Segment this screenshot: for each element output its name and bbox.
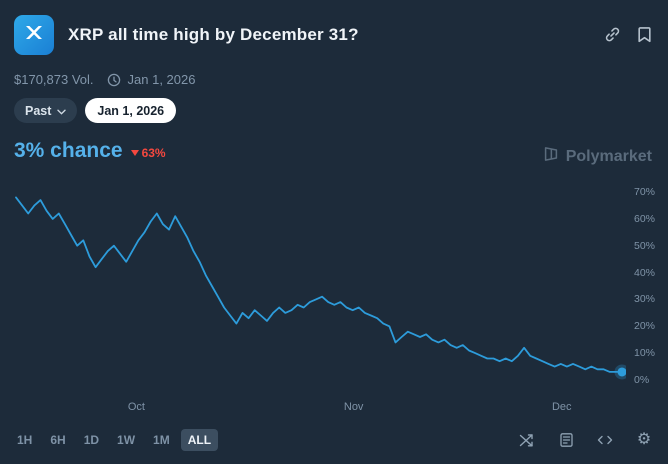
xrp-x-icon <box>22 21 46 50</box>
embed-code-icon[interactable] <box>595 430 615 450</box>
y-axis-tick: 30% <box>634 293 656 306</box>
change-value: 63% <box>141 145 166 160</box>
timeframe-button-1d[interactable]: 1D <box>77 429 106 451</box>
polymarket-brand-text: Polymarket <box>565 147 652 165</box>
shuffle-icon[interactable] <box>517 430 537 450</box>
x-axis-labels: Oct Nov Dec <box>14 401 626 415</box>
y-axis-tick: 40% <box>634 266 656 279</box>
y-axis-tick: 60% <box>634 212 656 225</box>
chevron-down-icon <box>57 104 67 118</box>
date-pill-label: Jan 1, 2026 <box>97 103 165 118</box>
price-chart-area: 70% 60% 50% 40% 30% 20% 10% 0% Oct Nov Dec <box>14 183 664 419</box>
arrow-down-icon <box>130 149 139 156</box>
timeframe-button-1h[interactable]: 1H <box>10 429 39 451</box>
timeframe-button-1w[interactable]: 1W <box>110 429 142 451</box>
gear-icon: ⚙ <box>636 431 652 448</box>
change-badge: 63% <box>130 145 166 160</box>
link-icon[interactable] <box>602 24 622 44</box>
xrp-logo <box>14 15 54 55</box>
bookmark-icon[interactable] <box>634 24 654 44</box>
y-axis-tick: 10% <box>634 347 656 360</box>
settings-icon[interactable]: ⚙ <box>634 430 654 450</box>
end-date-text: Jan 1, 2026 <box>127 72 196 87</box>
past-filter-label: Past <box>25 103 52 118</box>
price-line-chart[interactable] <box>14 183 626 395</box>
y-axis-tick: 0% <box>634 374 650 386</box>
document-icon[interactable] <box>556 430 576 450</box>
y-axis-tick: 20% <box>634 320 656 333</box>
timeframe-button-6h[interactable]: 6H <box>43 429 72 451</box>
y-axis-tick: 70% <box>634 186 656 198</box>
y-axis-tick: 50% <box>634 239 656 252</box>
date-pill-button[interactable]: Jan 1, 2026 <box>85 98 177 123</box>
x-axis-tick: Dec <box>551 401 572 413</box>
page-title: XRP all time high by December 31? <box>68 25 359 44</box>
chance-value: 3% chance <box>14 139 123 162</box>
timeframe-button-all[interactable]: ALL <box>180 429 219 451</box>
polymarket-logo-icon <box>542 145 560 168</box>
x-axis-tick: Oct <box>127 401 145 413</box>
clock-icon <box>107 73 121 87</box>
past-filter-button[interactable]: Past <box>14 98 78 123</box>
timeframe-selector: 1H 6H 1D 1W 1M ALL <box>10 429 219 451</box>
y-axis-labels: 70% 60% 50% 40% 30% 20% 10% 0% <box>634 183 668 395</box>
current-value-dot <box>617 367 626 377</box>
polymarket-watermark: Polymarket <box>542 145 652 168</box>
timeframe-button-1m[interactable]: 1M <box>146 429 177 451</box>
x-axis-tick: Nov <box>343 401 364 413</box>
volume-text: $170,873 Vol. <box>14 72 94 87</box>
